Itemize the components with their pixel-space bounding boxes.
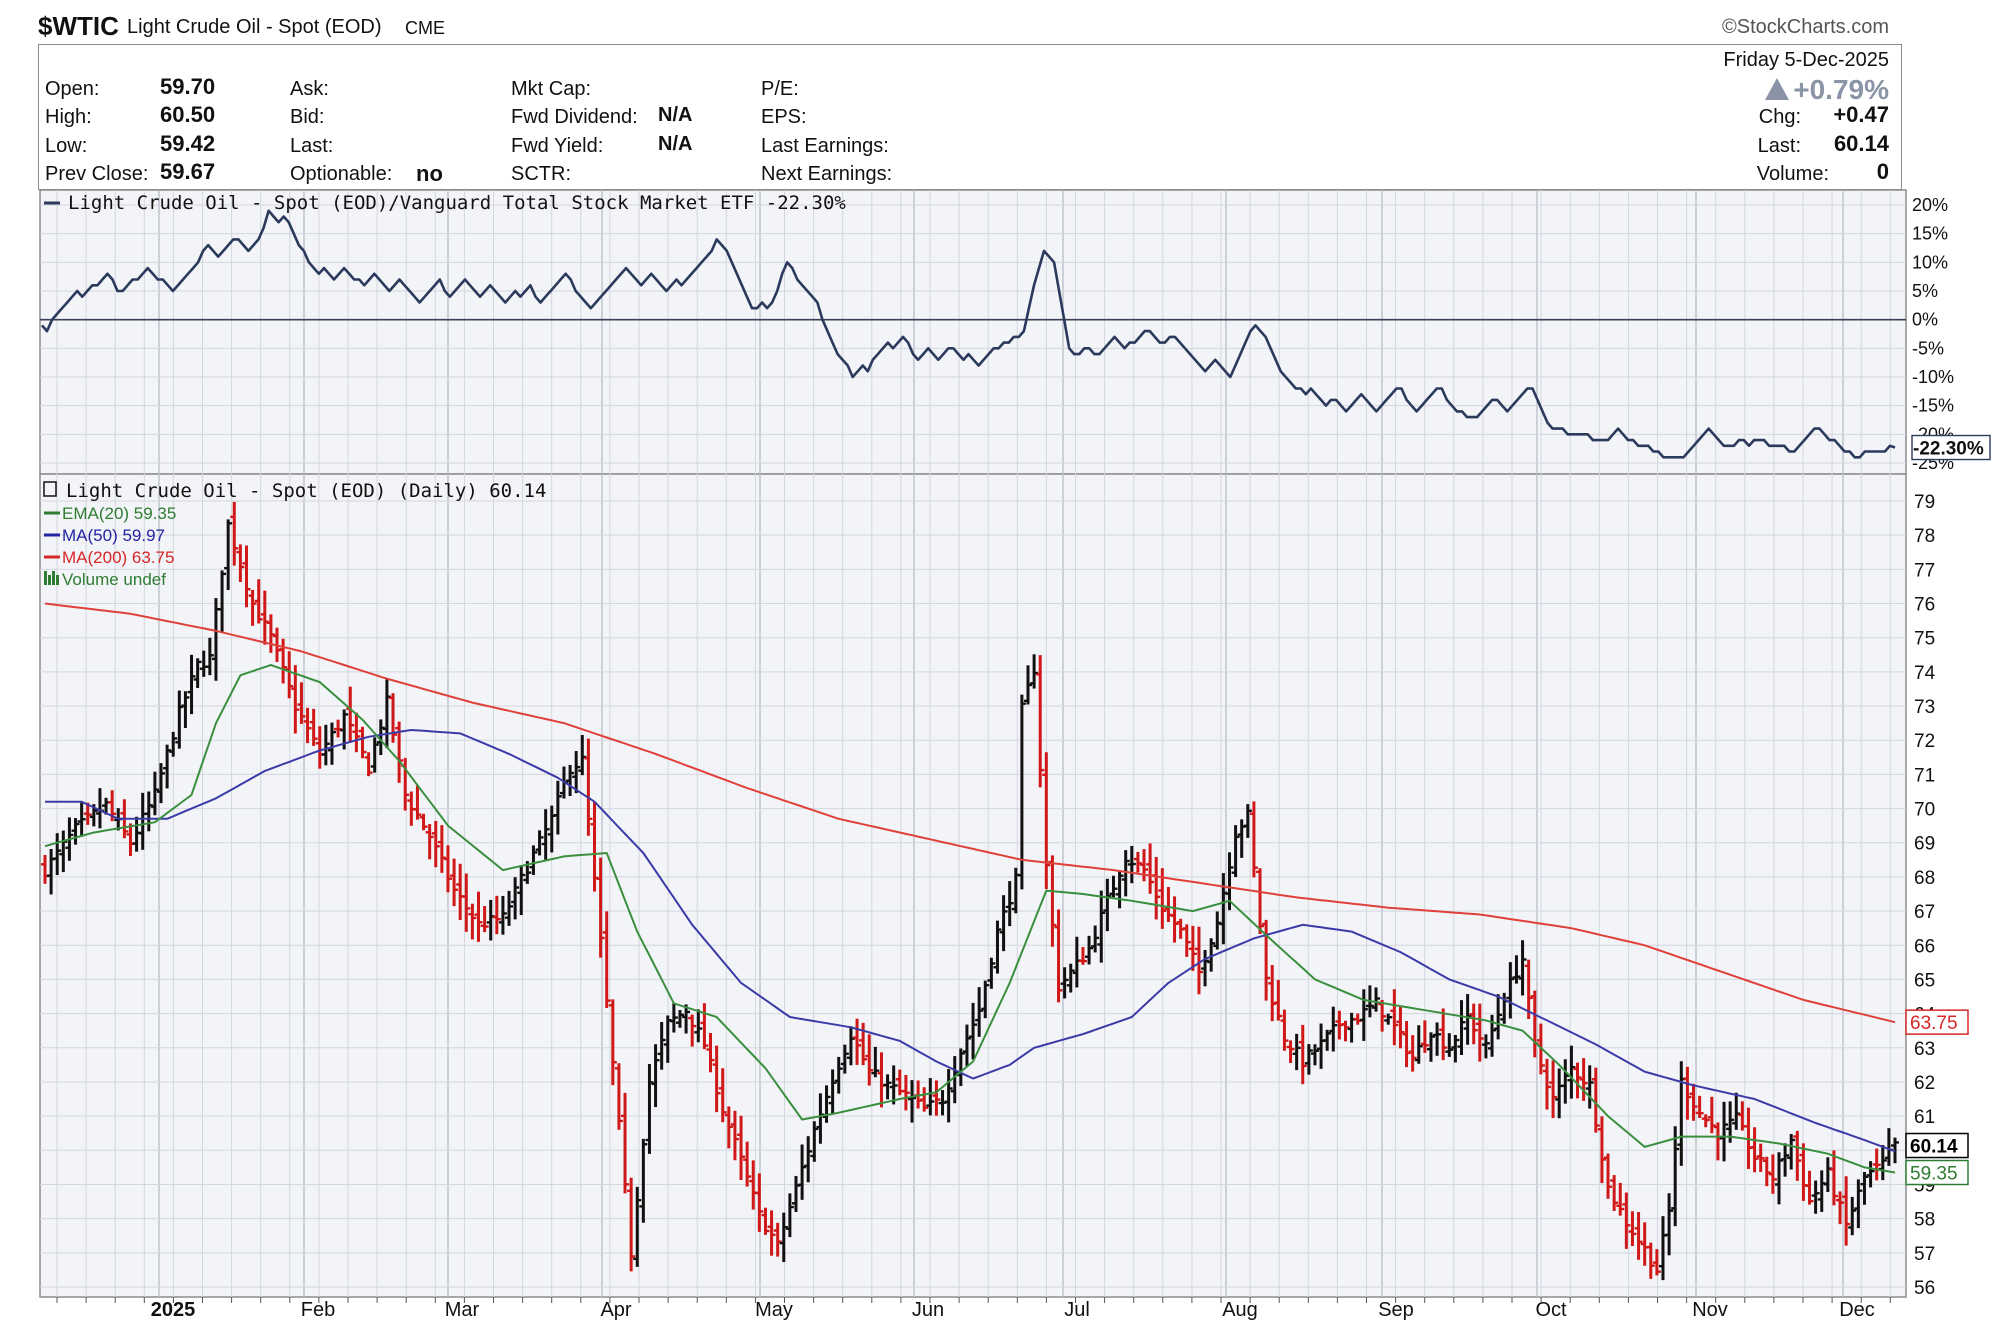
x-axis-label: Mar (445, 1299, 480, 1321)
legend-entry: MA(200) 63.75 (62, 548, 174, 567)
price-tag-label: 63.75 (1910, 1013, 1958, 1034)
price-axis-label: 79 (1914, 492, 1935, 513)
price-axis-label: 61 (1914, 1107, 1935, 1128)
price-axis-label: 69 (1914, 834, 1935, 855)
x-axis-label: Jun (912, 1299, 944, 1321)
ratio-axis-label: 10% (1912, 252, 1948, 272)
legend-entry: Volume undef (62, 570, 166, 589)
price-axis-label: 77 (1914, 560, 1935, 581)
price-axis-label: 65 (1914, 970, 1935, 991)
price-axis-label: 72 (1914, 731, 1935, 752)
x-axis-label: May (755, 1299, 793, 1321)
price-axis-label: 70 (1914, 800, 1935, 821)
volume-legend-icon (52, 571, 55, 585)
x-axis-label: Aug (1222, 1299, 1258, 1321)
ratio-axis-label: 20% (1912, 195, 1948, 215)
price-axis-label: 74 (1914, 663, 1936, 684)
legend-entry: EMA(20) 59.35 (62, 504, 176, 523)
price-axis-label: 71 (1914, 765, 1935, 786)
x-axis-label: Dec (1839, 1299, 1875, 1321)
price-axis-label: 66 (1914, 936, 1935, 957)
price-axis-label: 57 (1914, 1244, 1935, 1265)
price-title: Light Crude Oil - Spot (EOD) (Daily) 60.… (66, 480, 546, 502)
ratio-axis-label: -10% (1912, 367, 1954, 387)
price-axis-label: 58 (1914, 1210, 1935, 1231)
price-tag-label: 60.14 (1910, 1137, 1958, 1158)
price-axis-label: 73 (1914, 697, 1935, 718)
ratio-axis-label: 5% (1912, 281, 1938, 301)
ratio-title: Light Crude Oil - Spot (EOD)/Vanguard To… (68, 192, 846, 214)
price-axis-label: 76 (1914, 595, 1935, 616)
ratio-axis-label: -15% (1912, 396, 1954, 416)
x-axis-label: Apr (600, 1299, 631, 1321)
ratio-axis-label: -5% (1912, 338, 1944, 358)
volume-legend-icon (48, 575, 51, 585)
x-axis-label: Oct (1535, 1299, 1567, 1321)
price-axis-label: 68 (1914, 868, 1935, 889)
x-axis-label: Jul (1064, 1299, 1090, 1321)
price-axis-label: 67 (1914, 902, 1935, 923)
x-axis-label: Feb (301, 1299, 335, 1321)
price-axis-label: 56 (1914, 1278, 1935, 1299)
volume-legend-icon (44, 571, 47, 585)
price-axis-label: 75 (1914, 629, 1935, 650)
price-axis-label: 62 (1914, 1073, 1935, 1094)
ratio-panel-bg (40, 190, 1906, 474)
ratio-axis-label: 0% (1912, 310, 1938, 330)
price-axis-label: 78 (1914, 526, 1935, 547)
price-tag-label: 59.35 (1910, 1164, 1958, 1185)
price-panel-bg (40, 474, 1906, 1297)
x-axis-label: Nov (1692, 1299, 1728, 1321)
ratio-last-label: -22.30% (1913, 439, 1984, 460)
volume-legend-icon (56, 575, 59, 585)
ratio-axis-label: 15% (1912, 224, 1948, 244)
legend-entry: MA(50) 59.97 (62, 526, 165, 545)
price-axis-label: 63 (1914, 1039, 1935, 1060)
